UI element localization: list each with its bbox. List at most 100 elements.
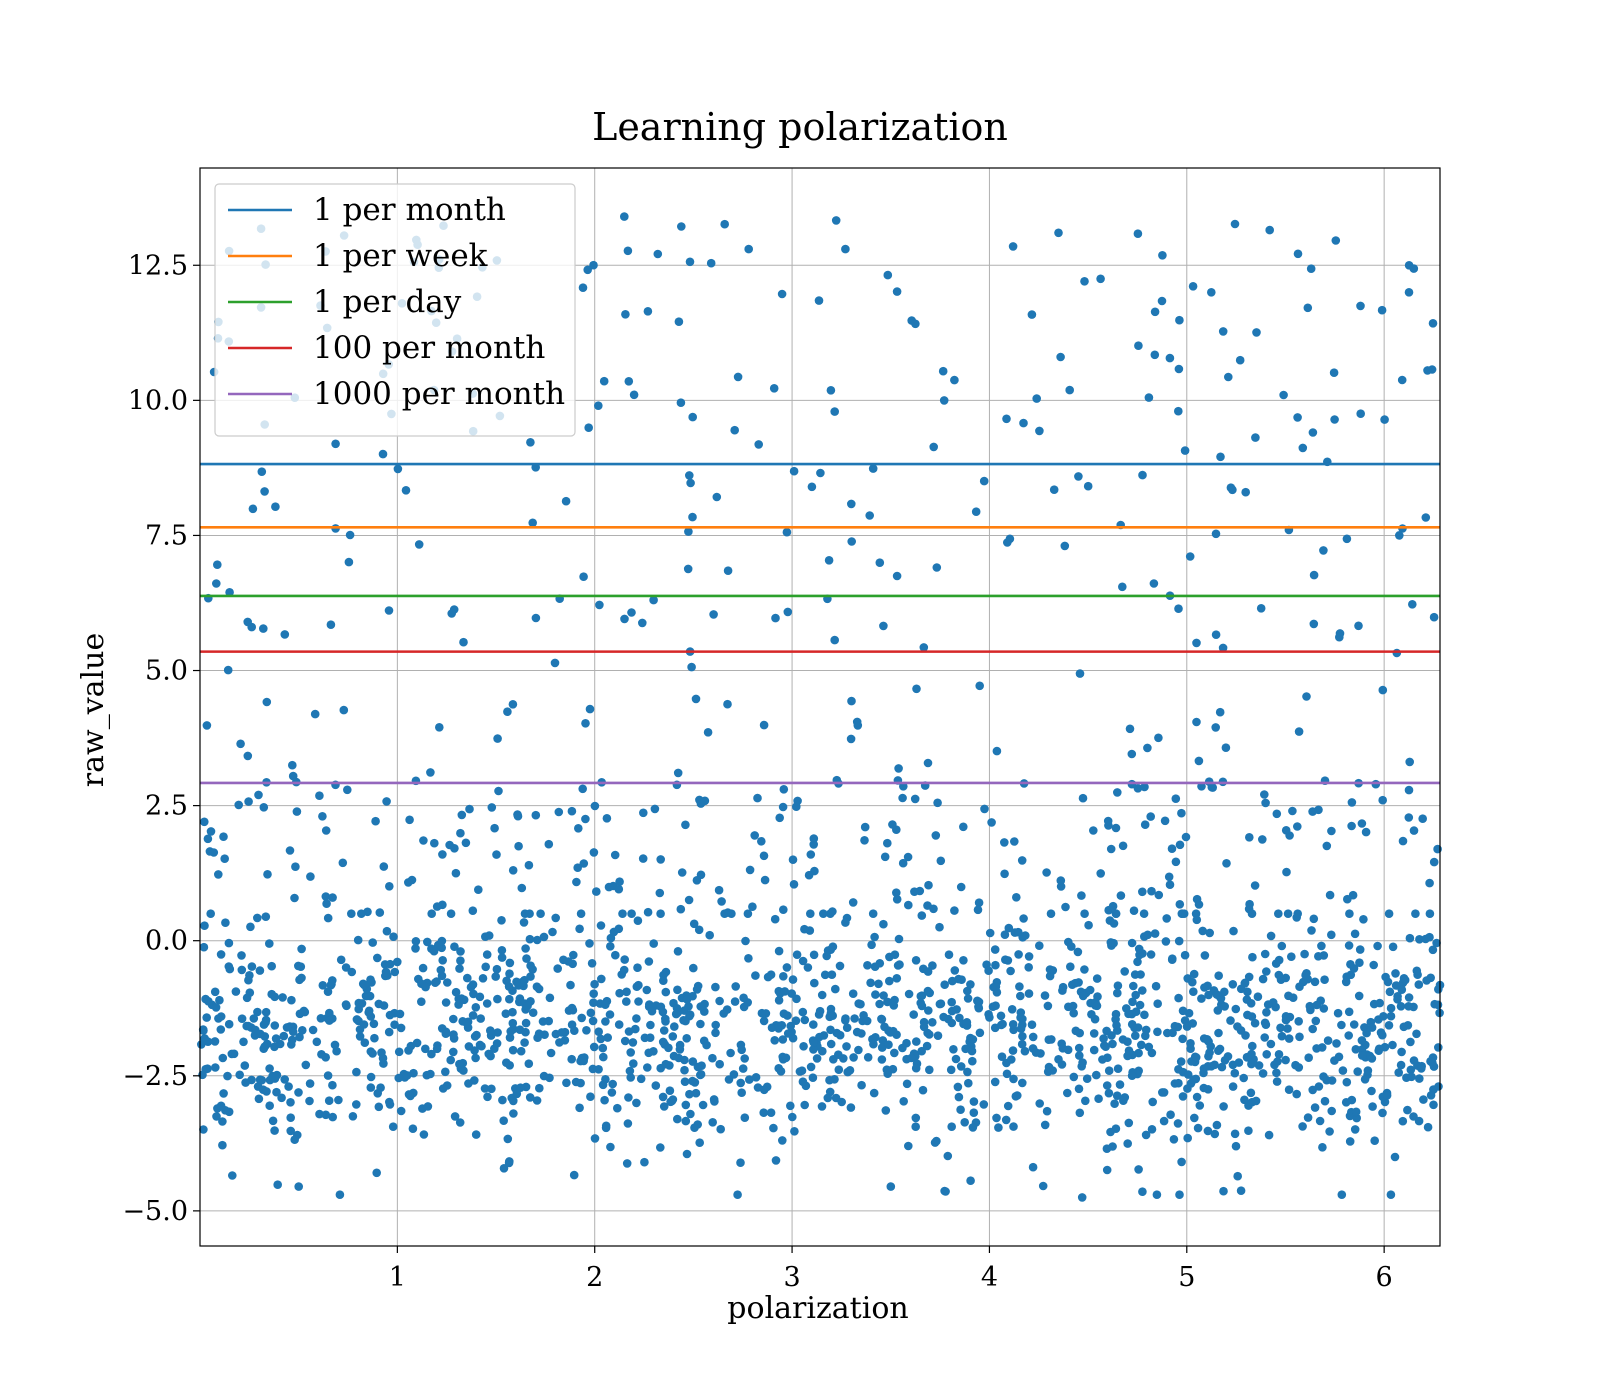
- scatter-point: [519, 918, 529, 927]
- scatter-point: [1373, 941, 1382, 951]
- scatter-point: [419, 1130, 429, 1139]
- scatter-point: [803, 963, 813, 972]
- scatter-point: [396, 1023, 406, 1033]
- scatter-point: [902, 1079, 912, 1089]
- scatter-point: [486, 1026, 495, 1035]
- scatter-point: [991, 960, 1000, 970]
- scatter-point: [922, 1041, 932, 1051]
- scatter-point: [687, 662, 696, 672]
- scatter-point: [422, 1070, 432, 1080]
- scatter-point: [1017, 856, 1027, 865]
- scatter-point: [262, 1087, 271, 1096]
- scatter-point: [708, 1118, 717, 1127]
- scatter-point: [1322, 841, 1332, 851]
- scatter-point: [1146, 950, 1156, 959]
- scatter-point: [1261, 798, 1270, 808]
- scatter-point: [1061, 902, 1070, 912]
- scatter-point: [964, 1078, 973, 1088]
- scatter-point: [751, 971, 760, 980]
- scatter-point: [430, 838, 439, 848]
- scatter-point: [846, 734, 856, 744]
- scatter-point: [1345, 1137, 1355, 1146]
- scatter-point: [373, 953, 382, 963]
- scatter-point: [271, 1034, 281, 1043]
- scatter-point: [1222, 859, 1231, 868]
- scatter-point: [1404, 813, 1414, 822]
- scatter-point: [379, 1001, 389, 1010]
- scatter-point: [218, 1140, 227, 1150]
- scatter-point: [615, 877, 624, 886]
- scatter-point: [674, 317, 684, 327]
- scatter-point: [1111, 909, 1121, 918]
- scatter-point: [393, 957, 402, 967]
- scatter-point: [712, 492, 722, 502]
- scatter-point: [629, 1059, 638, 1068]
- scatter-point: [354, 998, 364, 1008]
- scatter-point: [534, 1029, 544, 1038]
- scatter-point: [1204, 990, 1213, 1000]
- scatter-point: [1357, 819, 1367, 828]
- scatter-point: [693, 1062, 703, 1072]
- scatter-point: [912, 684, 921, 694]
- scatter-point: [1101, 1042, 1110, 1051]
- scatter-point: [441, 1067, 450, 1077]
- scatter-point: [394, 1073, 404, 1083]
- scatter-point: [461, 838, 471, 848]
- scatter-point: [441, 998, 451, 1007]
- scatter-point: [1404, 785, 1414, 795]
- legend-label: 1000 per month: [313, 376, 565, 412]
- x-axis: 1 2 3 4 5 6: [389, 1246, 1393, 1293]
- scatter-point: [291, 862, 300, 871]
- scatter-point: [1060, 541, 1070, 551]
- scatter-point: [1432, 938, 1441, 948]
- scatter-point: [1327, 1076, 1337, 1085]
- scatter-point: [532, 935, 542, 945]
- scatter-point: [614, 884, 624, 894]
- scatter-point: [933, 798, 942, 808]
- scatter-point: [360, 1038, 370, 1047]
- scatter-point: [1266, 1039, 1276, 1049]
- scatter-point: [688, 1057, 698, 1066]
- scatter-point: [994, 1123, 1003, 1132]
- scatter-point: [692, 876, 702, 885]
- scatter-point: [414, 540, 424, 549]
- scatter-point: [1174, 406, 1183, 416]
- scatter-point: [216, 1025, 226, 1034]
- scatter-point: [1357, 1045, 1367, 1054]
- scatter-point: [688, 512, 697, 522]
- scatter-point: [257, 1075, 267, 1085]
- scatter-point: [659, 970, 668, 980]
- scatter-point: [1210, 1129, 1220, 1139]
- scatter-point: [260, 1042, 270, 1051]
- scatter-point: [769, 384, 779, 393]
- scatter-point: [514, 841, 523, 851]
- scatter-point: [924, 880, 933, 890]
- scatter-point: [1298, 1122, 1307, 1131]
- scatter-point: [1207, 782, 1217, 792]
- scatter-point: [506, 1027, 515, 1036]
- scatter-point: [792, 802, 801, 811]
- scatter-point: [1412, 1029, 1421, 1039]
- scatter-point: [1260, 949, 1270, 959]
- scatter-point: [468, 980, 478, 989]
- scatter-point: [1256, 604, 1266, 613]
- scatter-point: [1308, 1024, 1317, 1034]
- legend-label: 1 per month: [313, 192, 506, 228]
- scatter-point: [390, 967, 400, 977]
- scatter-point: [354, 1004, 364, 1014]
- scatter-point: [586, 1008, 596, 1018]
- scatter-point: [1337, 1020, 1346, 1030]
- scatter-point: [1133, 957, 1142, 967]
- scatter-point: [1075, 669, 1085, 678]
- scatter-point: [1276, 1023, 1285, 1033]
- scatter-point: [685, 471, 694, 480]
- scatter-point: [1294, 1063, 1304, 1072]
- scatter-point: [562, 1078, 571, 1088]
- scatter-point: [1044, 1035, 1054, 1044]
- scatter-point: [1110, 1099, 1119, 1108]
- scatter-point: [455, 1059, 464, 1069]
- scatter-point: [243, 617, 252, 627]
- scatter-point: [1074, 978, 1083, 987]
- scatter-point: [759, 1108, 768, 1117]
- scatter-point: [1212, 1120, 1222, 1130]
